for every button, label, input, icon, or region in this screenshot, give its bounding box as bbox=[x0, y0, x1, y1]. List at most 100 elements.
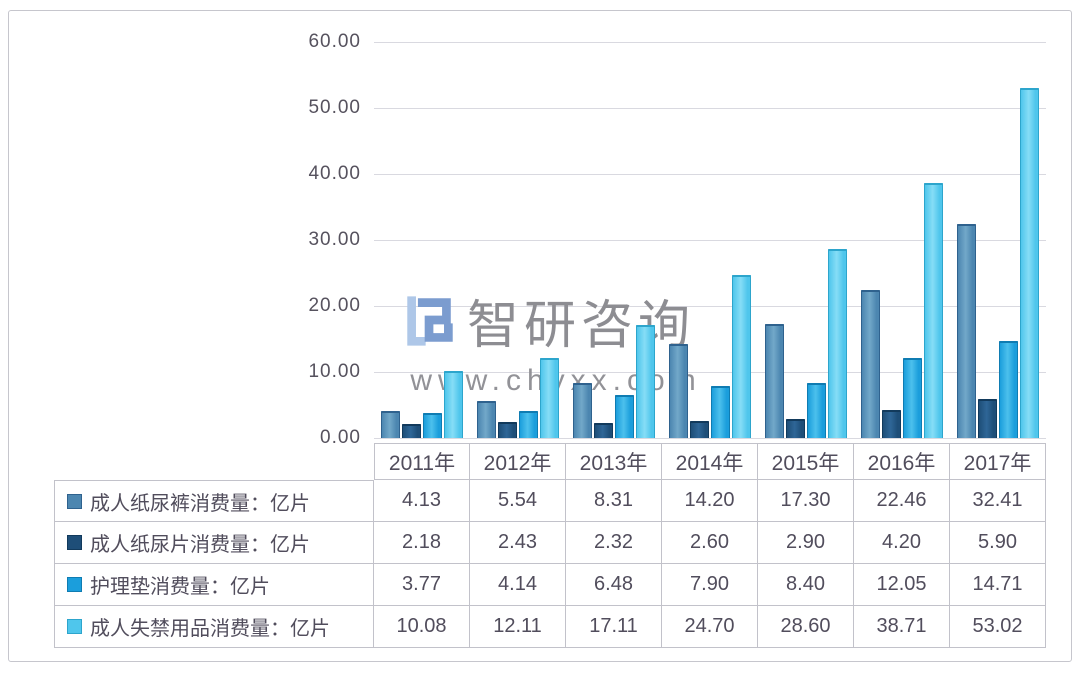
value-series4-2016年: 38.71 bbox=[854, 606, 950, 648]
legend-swatch-icon bbox=[67, 577, 82, 592]
bar-group-2013年 bbox=[566, 42, 662, 438]
bar-chart-plot-area: 60.00 50.00 40.00 30.00 20.00 10.00 0.00 bbox=[308, 31, 1046, 448]
year-header-2011年: 2011年 bbox=[374, 443, 470, 480]
value-series1-2017年: 32.41 bbox=[950, 480, 1046, 522]
bar-series1-2017年 bbox=[957, 224, 976, 438]
year-header-2016年: 2016年 bbox=[854, 443, 950, 480]
value-series3-2017年: 14.71 bbox=[950, 564, 1046, 606]
chart-frame: 60.00 50.00 40.00 30.00 20.00 10.00 0.00 智研咨询 … bbox=[8, 10, 1072, 662]
value-series2-2016年: 4.20 bbox=[854, 522, 950, 564]
bar-series4-2015年 bbox=[828, 249, 847, 438]
value-series1-2016年: 22.46 bbox=[854, 480, 950, 522]
year-header-2013年: 2013年 bbox=[566, 443, 662, 480]
legend-label: 成人失禁用品消费量：亿片 bbox=[90, 618, 330, 640]
legend-row-series4: 成人失禁用品消费量：亿片 bbox=[54, 606, 374, 648]
gridline bbox=[374, 42, 1046, 43]
bar-group-2011年 bbox=[374, 42, 470, 438]
value-series2-2012年: 2.43 bbox=[470, 522, 566, 564]
bar-series1-2016年 bbox=[861, 290, 880, 438]
y-axis-tick-label: 60.00 bbox=[308, 31, 361, 52]
value-series4-2015年: 28.60 bbox=[758, 606, 854, 648]
chyxx-logo-icon bbox=[407, 295, 453, 346]
bar-group-2014年 bbox=[662, 42, 758, 438]
value-series4-2012年: 12.11 bbox=[470, 606, 566, 648]
y-axis-tick-label: 40.00 bbox=[308, 163, 361, 184]
gridline bbox=[374, 174, 1046, 175]
value-series4-2011年: 10.08 bbox=[374, 606, 470, 648]
value-series1-2013年: 8.31 bbox=[566, 480, 662, 522]
bar-series3-2015年 bbox=[807, 383, 826, 438]
year-header-2017年: 2017年 bbox=[950, 443, 1046, 480]
gridline bbox=[374, 438, 1046, 439]
bar-series2-2015年 bbox=[786, 419, 805, 438]
legend-label: 成人纸尿片消费量：亿片 bbox=[90, 534, 310, 556]
bar-series2-2012年 bbox=[498, 422, 517, 438]
legend-label: 成人纸尿裤消费量：亿片 bbox=[90, 492, 310, 515]
year-header-2015年: 2015年 bbox=[758, 443, 854, 480]
value-series2-2015年: 2.90 bbox=[758, 522, 854, 564]
bar-series2-2011年 bbox=[402, 424, 421, 438]
value-series2-2011年: 2.18 bbox=[374, 522, 470, 564]
bar-series3-2014年 bbox=[711, 386, 730, 438]
legend-swatch-icon bbox=[67, 619, 82, 634]
bar-series4-2016年 bbox=[924, 183, 943, 438]
year-header-2012年: 2012年 bbox=[470, 443, 566, 480]
value-series4-2013年: 17.11 bbox=[566, 606, 662, 648]
bar-group-2015年 bbox=[758, 42, 854, 438]
legend-row-series3: 护理垫消费量：亿片 bbox=[54, 564, 374, 606]
gridline bbox=[374, 108, 1046, 109]
year-header-2014年: 2014年 bbox=[662, 443, 758, 480]
value-series4-2014年: 24.70 bbox=[662, 606, 758, 648]
value-series1-2015年: 17.30 bbox=[758, 480, 854, 522]
value-series2-2017年: 5.90 bbox=[950, 522, 1046, 564]
y-axis-tick-label: 10.00 bbox=[308, 361, 361, 382]
bar-series1-2012年 bbox=[477, 401, 496, 438]
bar-series3-2011年 bbox=[423, 413, 442, 438]
bar-group-2012年 bbox=[470, 42, 566, 438]
bar-series2-2017年 bbox=[978, 399, 997, 438]
legend-swatch-icon bbox=[67, 535, 82, 550]
value-series3-2013年: 6.48 bbox=[566, 564, 662, 606]
bar-series3-2012年 bbox=[519, 411, 538, 438]
y-axis-tick-label: 0.00 bbox=[320, 427, 361, 448]
bar-series1-2015年 bbox=[765, 324, 784, 438]
value-series3-2015年: 8.40 bbox=[758, 564, 854, 606]
bar-series2-2014年 bbox=[690, 421, 709, 438]
legend-row-series1: 成人纸尿裤消费量：亿片 bbox=[54, 480, 374, 522]
bar-group-2016年 bbox=[854, 42, 950, 438]
bar-series4-2017年 bbox=[1020, 88, 1039, 438]
bar-series4-2012年 bbox=[540, 358, 559, 438]
gridline bbox=[374, 240, 1046, 241]
value-series3-2012年: 4.14 bbox=[470, 564, 566, 606]
value-series3-2016年: 12.05 bbox=[854, 564, 950, 606]
bar-series2-2013年 bbox=[594, 423, 613, 438]
y-axis-tick-label: 20.00 bbox=[308, 295, 361, 316]
value-series4-2017年: 53.02 bbox=[950, 606, 1046, 648]
data-table: 2011年 2012年 2013年 2014年 2015年 2016年 2017年成人纸尿裤… bbox=[54, 443, 1046, 648]
bar-series3-2013年 bbox=[615, 395, 634, 438]
bar-series3-2017年 bbox=[999, 341, 1018, 438]
table-corner-blank bbox=[54, 443, 374, 480]
bar-series1-2013年 bbox=[573, 383, 592, 438]
legend-row-series2: 成人纸尿片消费量：亿片 bbox=[54, 522, 374, 564]
legend-label: 护理垫消费量：亿片 bbox=[90, 576, 270, 598]
bar-series3-2016年 bbox=[903, 358, 922, 438]
gridline bbox=[374, 372, 1046, 373]
value-series1-2012年: 5.54 bbox=[470, 480, 566, 522]
value-series3-2014年: 7.90 bbox=[662, 564, 758, 606]
bar-series1-2011年 bbox=[381, 411, 400, 438]
bar-series4-2011年 bbox=[444, 371, 463, 438]
bar-series1-2014年 bbox=[669, 344, 688, 438]
value-series1-2014年: 14.20 bbox=[662, 480, 758, 522]
bar-series4-2014年 bbox=[732, 275, 751, 438]
value-series2-2014年: 2.60 bbox=[662, 522, 758, 564]
bar-series2-2016年 bbox=[882, 410, 901, 438]
value-series1-2011年: 4.13 bbox=[374, 480, 470, 522]
y-axis-tick-label: 30.00 bbox=[308, 229, 361, 250]
bar-series4-2013年 bbox=[636, 325, 655, 438]
value-series2-2013年: 2.32 bbox=[566, 522, 662, 564]
bar-group-2017年 bbox=[950, 42, 1046, 438]
y-axis-tick-label: 50.00 bbox=[308, 97, 361, 118]
value-series3-2011年: 3.77 bbox=[374, 564, 470, 606]
legend-swatch-icon bbox=[67, 493, 82, 509]
